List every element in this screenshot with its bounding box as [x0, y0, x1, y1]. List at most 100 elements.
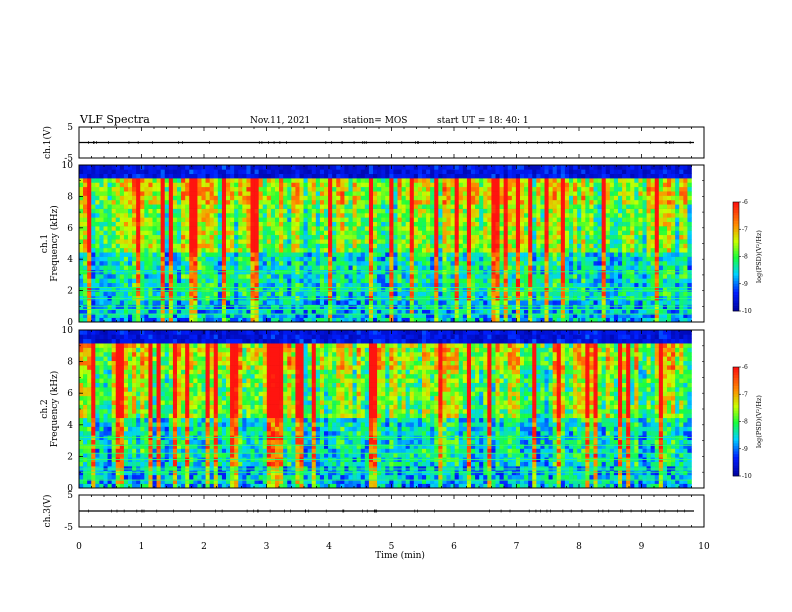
- spectrogram-cell: [201, 308, 206, 314]
- spectrogram-cell: [205, 256, 210, 262]
- spectrogram-cell: [87, 199, 92, 205]
- spectrogram-cell: [601, 274, 607, 279]
- spectrogram-cell: [258, 178, 264, 183]
- spectrogram-cell: [160, 287, 166, 292]
- spectrogram-cell: [156, 256, 161, 262]
- spectrogram-cell: [205, 239, 210, 244]
- spectrogram-cell: [618, 226, 623, 231]
- spectrogram-cell: [548, 300, 553, 305]
- spectrogram-cell: [385, 282, 390, 288]
- spectrogram-cell: [226, 265, 231, 270]
- spectrogram-cell: [552, 234, 558, 240]
- spectrogram-cell: [99, 178, 104, 183]
- spectrogram-cell: [389, 239, 394, 244]
- spectrogram-cell: [381, 182, 386, 188]
- spectrogram-cell: [160, 265, 166, 270]
- spectrogram-cell: [164, 173, 170, 179]
- spectrogram-cell: [560, 226, 566, 231]
- spectrogram-cell: [103, 247, 108, 253]
- spectrogram-cell: [540, 256, 545, 262]
- spectrogram-cell: [128, 212, 133, 218]
- spectrogram-cell: [226, 313, 231, 318]
- spectrogram-cell: [524, 304, 529, 310]
- spectrogram-cell: [307, 282, 313, 288]
- spectrogram-cell: [172, 186, 178, 192]
- spectrogram-cell: [622, 217, 627, 222]
- spectrogram-cell: [622, 260, 627, 266]
- spectrogram-cell: [197, 226, 202, 231]
- spectrogram-cell: [319, 317, 325, 323]
- spectrogram-cell: [209, 265, 215, 270]
- spectrogram-cell: [609, 199, 615, 205]
- spectrogram-cell: [499, 234, 504, 240]
- spectrogram-cell: [515, 291, 521, 297]
- spectrogram-cell: [344, 300, 349, 305]
- spectrogram-cell: [446, 287, 451, 292]
- spectrogram-cell: [344, 169, 349, 175]
- spectrogram-cell: [589, 287, 594, 292]
- spectrogram-cell: [507, 252, 513, 257]
- spectrogram-cell: [303, 274, 308, 279]
- spectrogram-cell: [528, 252, 533, 257]
- spectrogram-cell: [344, 221, 349, 227]
- spectrogram-cell: [275, 191, 280, 196]
- spectrogram-cell: [430, 282, 435, 288]
- spectrogram-cell: [266, 221, 272, 227]
- spectrogram-cell: [499, 199, 504, 205]
- spectrogram-cell: [181, 287, 186, 292]
- spectrogram-cell: [181, 239, 186, 244]
- spectrogram-cell: [499, 287, 504, 292]
- spectrogram-cell: [475, 313, 480, 318]
- spectrogram-cell: [197, 256, 202, 262]
- spectrogram-cell: [83, 282, 88, 288]
- spectrogram-cell: [573, 317, 578, 323]
- spectrogram-cell: [348, 234, 353, 240]
- spectrogram-cell: [385, 239, 390, 244]
- spectrogram-cell: [434, 195, 439, 201]
- spectrogram-cell: [275, 173, 280, 179]
- spectrogram-cell: [458, 317, 464, 323]
- spectrogram-cell: [446, 195, 451, 201]
- spectrogram-cell: [377, 260, 382, 266]
- spectrogram-cell: [409, 256, 415, 262]
- spectrogram-cell: [311, 234, 317, 240]
- spectrogram-cell: [352, 260, 357, 266]
- spectrogram-cell: [156, 317, 161, 323]
- spectrogram-cell: [446, 212, 451, 218]
- spectrogram-cell: [148, 243, 153, 249]
- spectrogram-cell: [205, 247, 210, 253]
- spectrogram-cell: [315, 260, 321, 266]
- spectrogram-cell: [360, 260, 366, 266]
- spectrogram-cell: [487, 247, 492, 253]
- spectrogram-cell: [609, 291, 615, 297]
- spectrogram-cell: [177, 291, 182, 297]
- spectrogram-cell: [340, 204, 345, 209]
- spectrogram-cell: [556, 199, 562, 205]
- spectrogram-cell: [389, 260, 394, 266]
- spectrogram-cell: [295, 260, 300, 266]
- spectrogram-cell: [136, 234, 141, 240]
- spectrogram-cell: [381, 217, 386, 222]
- spectrogram-cell: [544, 234, 549, 240]
- spectrogram-cell: [466, 204, 472, 209]
- spectrogram-cell: [299, 195, 304, 201]
- spectrogram-cell: [405, 278, 411, 284]
- spectrogram-cell: [152, 308, 157, 314]
- spectrogram-cell: [540, 226, 545, 231]
- spectrogram-cell: [454, 230, 460, 236]
- spectrogram-cell: [152, 199, 157, 205]
- spectrogram-cell: [119, 260, 125, 266]
- spectrogram-cell: [230, 182, 235, 188]
- spectrogram-cell: [573, 256, 578, 262]
- spectrogram-cell: [136, 204, 141, 209]
- spectrogram-cell: [217, 304, 223, 310]
- spectrogram-cell: [479, 191, 484, 196]
- spectrogram-cell: [548, 204, 553, 209]
- spectrogram-cell: [556, 260, 562, 266]
- spectrogram-cell: [99, 204, 104, 209]
- spectrogram-cell: [209, 234, 215, 240]
- spectrogram-cell: [99, 287, 104, 292]
- spectrogram-cell: [99, 173, 104, 179]
- spectrogram-cell: [364, 300, 370, 305]
